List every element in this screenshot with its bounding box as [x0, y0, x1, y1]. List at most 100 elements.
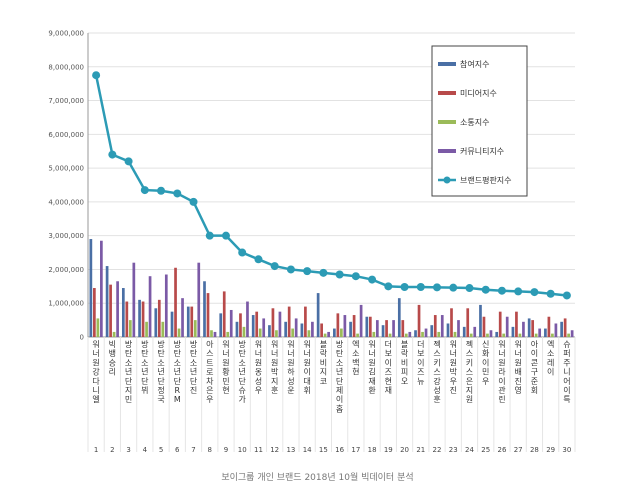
bar-2-23 [450, 308, 453, 337]
x-rank-number: 12 [270, 446, 279, 454]
bar-3-23 [453, 331, 457, 337]
line-point-30 [562, 291, 571, 300]
bar-4-5 [164, 274, 168, 337]
chart-frame: 0 1,000,000 2,000,000 3,000,000 4,000,000 5,0… [30, 14, 605, 454]
line-point-3 [124, 157, 133, 166]
x-rank-number: 19 [384, 446, 393, 454]
bar-4-7 [197, 262, 201, 337]
bar-3-4 [145, 321, 148, 337]
line-point-16 [335, 270, 344, 279]
bar-1-17 [349, 321, 352, 337]
bar-2-13 [287, 306, 291, 337]
x-rank-number: 26 [497, 446, 506, 454]
bar-3-1 [96, 318, 100, 337]
x-rank-number: 25 [481, 446, 490, 454]
x-rank-number: 17 [351, 446, 360, 454]
bar-4-23 [457, 320, 460, 337]
bar-1-23 [446, 323, 450, 337]
bar-2-1 [93, 288, 96, 337]
line-point-19 [384, 282, 393, 291]
bar-2-17 [352, 315, 356, 337]
bar-3-5 [161, 321, 165, 337]
line-point-26 [497, 286, 506, 295]
bar-2-27 [515, 311, 518, 337]
bar-2-26 [498, 311, 502, 337]
bar-1-3 [121, 288, 125, 337]
x-rank-number: 28 [530, 446, 539, 454]
line-point-15 [319, 268, 328, 277]
bar-4-22 [440, 315, 444, 337]
x-rank-number: 8 [208, 446, 212, 454]
bar-2-25 [482, 316, 486, 337]
bar-3-21 [421, 331, 424, 337]
bar-1-27 [511, 326, 515, 337]
bar-1-30 [560, 321, 563, 337]
bar-2-5 [157, 299, 161, 337]
bar-1-6 [170, 311, 174, 337]
line-point-7 [189, 197, 198, 206]
bar-2-20 [401, 320, 405, 337]
bar-4-30 [570, 330, 574, 337]
x-rank-number: 23 [449, 446, 458, 454]
bar-1-7 [186, 306, 190, 337]
legend-label: 소통지수 [460, 118, 489, 127]
line-point-18 [368, 275, 377, 284]
bar-4-18 [375, 320, 379, 337]
bar-2-18 [368, 316, 372, 337]
bar-1-4 [138, 299, 141, 337]
y-tick-label: 8,000,000 [48, 63, 84, 71]
bar-4-27 [522, 321, 525, 337]
bar-3-22 [437, 331, 441, 337]
legend-label: 참여지수 [460, 59, 489, 69]
bar-1-18 [365, 316, 369, 337]
bar-4-20 [408, 331, 412, 337]
bar-3-18 [372, 331, 376, 337]
bar-1-13 [284, 321, 288, 337]
line-point-12 [270, 262, 279, 271]
legend-label: 브랜드평판지수 [460, 175, 512, 185]
legend-swatch [438, 91, 456, 95]
bar-4-3 [132, 262, 136, 337]
bar-1-2 [105, 266, 109, 337]
line-point-6 [173, 189, 182, 198]
y-tick-label: 5,000,000 [48, 165, 84, 173]
bar-2-12 [271, 308, 275, 337]
bar-3-7 [193, 320, 197, 337]
x-rank-number: 13 [286, 446, 295, 454]
chart-svg: 0 1,000,000 2,000,000 3,000,000 4,000,000 5,0… [48, 30, 576, 454]
bar-3-16 [340, 328, 343, 337]
legend-label: 미디어지수 [460, 88, 497, 98]
line-point-2 [108, 150, 117, 159]
y-tick-label: 3,000,000 [48, 232, 84, 240]
bar-1-16 [333, 328, 336, 337]
y-tick-label: 1,000,000 [48, 300, 84, 308]
bar-4-8 [213, 331, 217, 337]
bar-4-6 [181, 298, 184, 337]
bar-3-9 [226, 331, 230, 337]
bar-1-20 [397, 298, 401, 337]
x-rank-number: 3 [126, 446, 130, 454]
line-point-23 [449, 283, 458, 292]
line-point-10 [238, 248, 247, 257]
line-point-22 [433, 283, 442, 292]
bar-1-19 [381, 325, 385, 337]
line-point-21 [416, 283, 425, 292]
bar-2-2 [109, 284, 112, 337]
bar-4-11 [262, 318, 266, 337]
